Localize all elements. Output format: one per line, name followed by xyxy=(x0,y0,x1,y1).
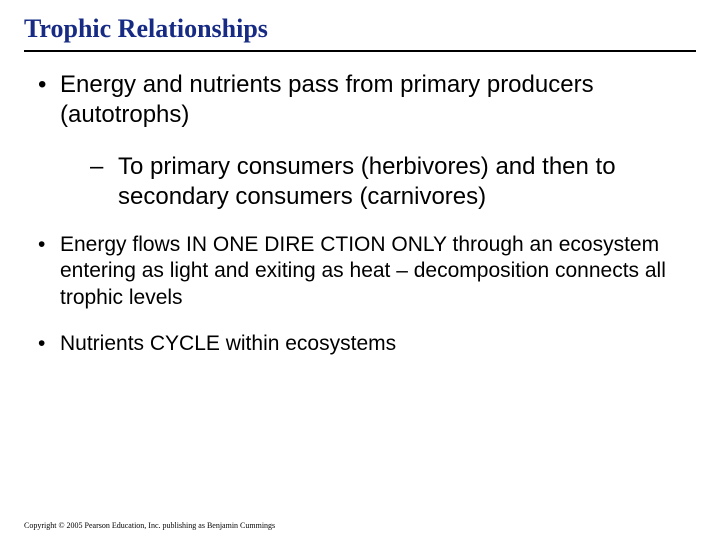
bullet-text-2: Energy flows IN ONE DIRE CTION ONLY thro… xyxy=(60,233,666,309)
bullet-text-3: Nutrients CYCLE within ecosystems xyxy=(60,332,396,355)
bullet-item-2: Energy flows IN ONE DIRE CTION ONLY thro… xyxy=(34,232,696,311)
copyright-footer: Copyright © 2005 Pearson Education, Inc.… xyxy=(24,521,275,530)
bullet-item-3: Nutrients CYCLE within ecosystems xyxy=(34,331,696,357)
subbullet-item-1: To primary consumers (herbivores) and th… xyxy=(90,152,696,212)
title-underline xyxy=(24,50,696,52)
bullet-item-1: Energy and nutrients pass from primary p… xyxy=(34,70,696,212)
bullet-text-1: Energy and nutrients pass from primary p… xyxy=(60,71,594,128)
bullet-list-level2: To primary consumers (herbivores) and th… xyxy=(60,152,696,212)
slide-content: Energy and nutrients pass from primary p… xyxy=(24,70,696,357)
slide-title: Trophic Relationships xyxy=(24,14,696,50)
bullet-list-level1: Energy and nutrients pass from primary p… xyxy=(24,70,696,357)
subbullet-text-1: To primary consumers (herbivores) and th… xyxy=(118,153,616,210)
